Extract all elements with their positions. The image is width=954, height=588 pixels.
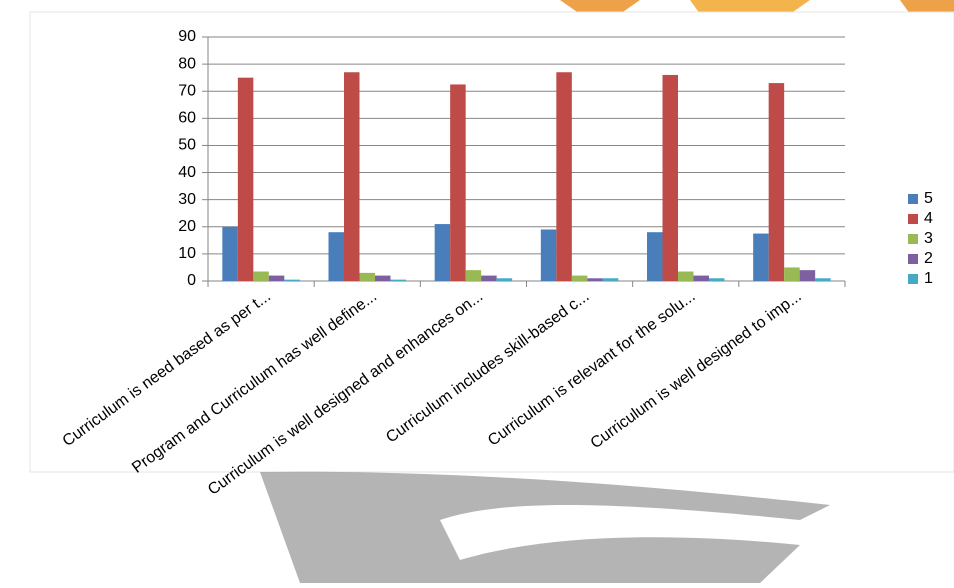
y-tick-label: 80 <box>178 55 196 72</box>
legend-swatch <box>908 234 918 244</box>
legend-label: 4 <box>924 210 933 227</box>
bar <box>450 84 466 281</box>
bar <box>815 278 831 281</box>
bar <box>540 229 557 281</box>
legend-label: 2 <box>924 250 933 267</box>
bar <box>768 83 785 281</box>
y-tick-label: 90 <box>178 28 196 45</box>
bar <box>496 278 513 281</box>
bar <box>709 278 725 281</box>
bar <box>237 77 254 282</box>
bar <box>693 275 709 281</box>
bar <box>359 272 375 281</box>
y-tick-label: 70 <box>178 82 196 99</box>
bar <box>222 226 238 281</box>
legend-swatch <box>908 254 918 264</box>
bar <box>375 275 391 281</box>
bar <box>602 278 619 281</box>
legend-label: 3 <box>924 230 933 247</box>
bar <box>465 270 482 281</box>
y-tick-label: 10 <box>178 245 196 262</box>
bar <box>647 232 663 281</box>
legend-label: 5 <box>924 190 933 207</box>
bar <box>344 72 360 281</box>
y-tick-label: 20 <box>178 218 196 235</box>
bar <box>784 267 800 281</box>
bar <box>587 278 603 281</box>
bar <box>434 224 451 281</box>
bar <box>556 72 572 281</box>
bar <box>799 270 816 281</box>
bar <box>571 275 588 281</box>
y-tick-label: 30 <box>178 191 196 208</box>
bar <box>678 271 694 281</box>
legend-swatch <box>908 274 918 284</box>
legend-swatch <box>908 214 918 224</box>
y-tick-label: 40 <box>178 164 196 181</box>
bar <box>662 74 678 281</box>
bar <box>390 279 406 281</box>
y-tick-label: 60 <box>178 110 196 127</box>
legend-swatch <box>908 194 918 204</box>
bar <box>481 275 497 281</box>
y-tick-label: 0 <box>187 272 196 289</box>
y-tick-label: 50 <box>178 137 196 154</box>
bar <box>328 232 344 281</box>
legend-label: 1 <box>924 270 933 287</box>
bar <box>253 271 269 281</box>
bar <box>753 233 769 281</box>
bar <box>268 275 285 281</box>
bar <box>284 279 300 281</box>
background-decoration <box>29 0 954 583</box>
